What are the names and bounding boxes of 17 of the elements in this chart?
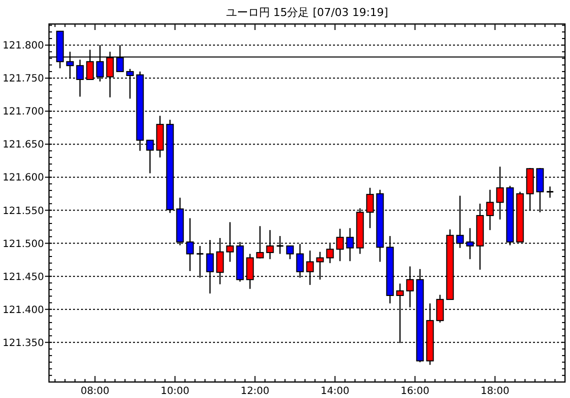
ytick: 121.450 bbox=[2, 272, 44, 283]
xtick: 08:00 bbox=[80, 386, 110, 397]
xtick: 16:00 bbox=[400, 386, 430, 397]
xtick: 18:00 bbox=[480, 386, 510, 397]
ytick: 121.700 bbox=[2, 106, 44, 118]
ytick: 121.550 bbox=[2, 206, 44, 217]
ytick: 121.750 bbox=[2, 74, 44, 85]
ytick: 121.650 bbox=[2, 140, 44, 151]
ytick: 121.800 bbox=[2, 40, 44, 52]
xtick: 12:00 bbox=[240, 386, 270, 397]
xtick: 10:00 bbox=[160, 386, 190, 397]
ytick: 121.500 bbox=[2, 238, 44, 250]
xtick: 14:00 bbox=[320, 386, 350, 397]
ytick: 121.400 bbox=[2, 304, 44, 316]
ytick: 121.600 bbox=[2, 172, 44, 184]
ytick: 121.350 bbox=[2, 338, 44, 349]
title: ユーロ円 15分足 [07/03 19:19] bbox=[226, 6, 388, 19]
